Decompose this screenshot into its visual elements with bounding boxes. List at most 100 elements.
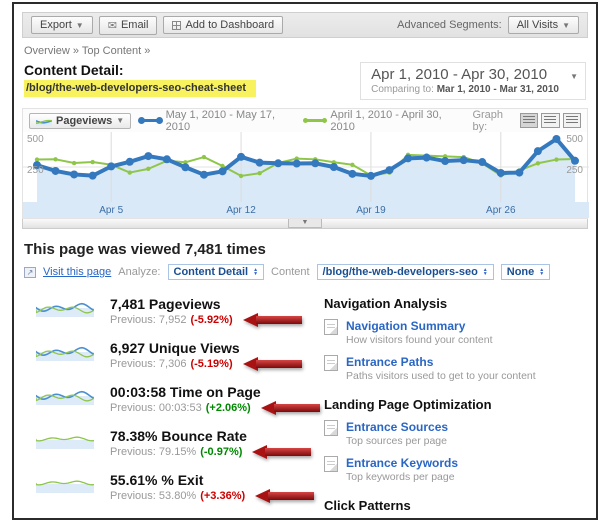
page-title: Content Detail:	[24, 62, 124, 78]
content-select[interactable]: /blog/the-web-developers-seo ▲ ▼	[316, 264, 494, 280]
entrance-paths-link[interactable]: Entrance Paths	[346, 355, 434, 369]
metric-delta: (-5.19%)	[190, 358, 233, 370]
metric-value: $0.00 $ Index	[110, 516, 229, 518]
list-item: Entrance Sources Top sources per page	[324, 420, 588, 447]
navigation-summary-icon	[324, 319, 338, 335]
links-column: Navigation Analysis Navigation Summary H…	[318, 296, 588, 518]
y-axis-label-left-top: 500	[27, 134, 44, 145]
analyze-label: Analyze:	[118, 266, 161, 278]
sparkline	[35, 475, 95, 493]
trend-chart[interactable]: Apr 5 Apr 12 Apr 19 Apr 26 500 250 500 250	[22, 132, 589, 219]
metric-previous: Previous: 00:03:53	[110, 402, 202, 414]
svg-text:Apr 5: Apr 5	[99, 205, 123, 216]
dropdown-arrows-icon: ▲ ▼	[539, 267, 545, 277]
graph-by-month-button[interactable]	[562, 113, 581, 128]
legend-current-period: May 1, 2010 - May 17, 2010	[138, 109, 292, 133]
analytics-window: Export ▼ ✉ Email Add to Dashboard Advanc…	[12, 2, 598, 520]
entrance-keywords-link[interactable]: Entrance Keywords	[346, 456, 459, 470]
metric-value: 78.38% Bounce Rate	[110, 428, 247, 444]
svg-text:Apr 12: Apr 12	[226, 205, 256, 216]
comparing-label: Comparing to:	[371, 84, 434, 95]
metric-previous: Previous: 53.80%	[110, 490, 197, 502]
svg-text:Apr 19: Apr 19	[356, 205, 386, 216]
y-axis-label-right-mid: 250	[566, 165, 583, 176]
metric-selector[interactable]: Pageviews ▼	[29, 112, 132, 129]
annotation-arrow-icon	[242, 357, 305, 371]
add-to-dashboard-button[interactable]: Add to Dashboard	[163, 16, 284, 34]
link-description: Top sources per page	[346, 435, 447, 447]
metric-row-dollar-index: $0.00 $ Index Previous: $0.00 (0.00%)	[36, 516, 318, 520]
trend-chart-svg: Apr 5 Apr 12 Apr 19 Apr 26	[23, 132, 589, 218]
filter-select[interactable]: None ▲ ▼	[500, 264, 551, 280]
annotation-arrow-icon	[252, 445, 314, 459]
list-item: Navigation Summary How visitors found yo…	[324, 319, 588, 346]
content-label: Content	[271, 266, 310, 278]
annotation-arrow-icon	[242, 313, 305, 327]
export-button[interactable]: Export ▼	[31, 16, 93, 34]
section-click-patterns: Click Patterns Site Overlay Click data o…	[324, 498, 588, 518]
entrance-sources-icon	[324, 420, 338, 436]
dropdown-arrows-icon: ▲ ▼	[253, 267, 259, 277]
segment-select[interactable]: All Visits ▼	[507, 16, 579, 34]
metric-delta: (-0.97%)	[200, 446, 243, 458]
legend-line-blue-icon	[138, 117, 164, 124]
metric-row-bounce-rate: 78.38% Bounce Rate Previous: 79.15% (-0.…	[35, 428, 318, 459]
section-title: Landing Page Optimization	[324, 397, 492, 412]
sparkline	[36, 519, 94, 520]
analyze-select[interactable]: Content Detail ▲ ▼	[167, 264, 265, 280]
chevron-down-icon: ▼	[562, 20, 570, 30]
add-to-dashboard-label: Add to Dashboard	[185, 19, 275, 31]
chart-legend-bar: Pageviews ▼ May 1, 2010 - May 17, 2010 A…	[22, 108, 588, 133]
legend-previous-period: April 1, 2010 - April 30, 2010	[302, 108, 458, 133]
comparing-range: Comparing to: Mar 1, 2010 - Mar 31, 2010	[371, 84, 559, 95]
breadcrumb[interactable]: Overview » Top Content »	[24, 45, 151, 57]
entrance-sources-link[interactable]: Entrance Sources	[346, 420, 449, 434]
visit-this-page-link[interactable]: Visit this page	[43, 266, 112, 278]
chart-collapse-bar: ▼	[22, 219, 588, 229]
graph-day-icon	[522, 116, 535, 125]
entrance-paths-icon	[324, 355, 338, 371]
y-axis-label-right-top: 500	[566, 134, 583, 145]
section-landing-page-optimization: Landing Page Optimization Entrance Sourc…	[324, 397, 588, 483]
sparkline-icon	[35, 116, 53, 126]
chart-collapse-handle[interactable]: ▼	[288, 219, 322, 228]
metric-row-pageviews: 7,481 Pageviews Previous: 7,952 (-5.92%)	[35, 296, 318, 327]
title-block: Content Detail: /blog/the-web-developers…	[24, 62, 257, 97]
metric-previous: Previous: 79.15%	[110, 446, 197, 458]
chevron-down-icon: ▼	[570, 72, 578, 81]
metric-delta: (+3.36%)	[200, 490, 246, 502]
graph-by-week-button[interactable]	[541, 113, 560, 128]
dashboard-grid-icon	[172, 20, 182, 30]
graph-month-icon	[565, 116, 578, 125]
sparkline	[35, 387, 95, 405]
legend-previous-label: April 1, 2010 - April 30, 2010	[330, 108, 442, 133]
date-range-selector[interactable]: Apr 1, 2010 - Apr 30, 2010 Comparing to:…	[360, 62, 586, 100]
summary-headline: This page was viewed 7,481 times	[24, 241, 266, 258]
graph-by-controls: Graph by:	[472, 109, 581, 133]
envelope-icon: ✉	[107, 19, 117, 32]
annotation-arrow-icon	[255, 489, 317, 503]
metric-delta: (-5.92%)	[190, 314, 233, 326]
metric-value: 00:03:58 Time on Page	[110, 384, 261, 400]
navigation-summary-link[interactable]: Navigation Summary	[346, 319, 466, 333]
section-title: Navigation Analysis	[324, 296, 448, 311]
comparing-range-value: Mar 1, 2010 - Mar 31, 2010	[436, 84, 559, 95]
email-button[interactable]: ✉ Email	[98, 15, 158, 35]
metric-value: 7,481 Pageviews	[110, 296, 221, 312]
link-description: Top keywords per page	[346, 471, 455, 483]
metric-row-unique-views: 6,927 Unique Views Previous: 7,306 (-5.1…	[35, 340, 318, 371]
chevron-down-icon: ▼	[116, 116, 125, 125]
legend-line-green-icon	[302, 118, 328, 123]
metric-value: 6,927 Unique Views	[110, 340, 240, 356]
chevron-down-icon: ▼	[75, 20, 84, 30]
section-title: Click Patterns	[324, 498, 411, 513]
graph-by-day-button[interactable]	[519, 113, 539, 128]
sparkline	[35, 431, 95, 449]
advanced-segments-label: Advanced Segments:	[397, 19, 502, 31]
list-item: Entrance Paths Paths visitors used to ge…	[324, 355, 588, 382]
analyze-select-value: Content Detail	[173, 266, 249, 278]
report-header: Content Detail: /blog/the-web-developers…	[24, 62, 586, 100]
external-window-icon: ↗	[24, 266, 36, 278]
analyze-bar: ↗ Visit this page Analyze: Content Detai…	[24, 264, 586, 280]
date-range-value: Apr 1, 2010 - Apr 30, 2010	[371, 66, 548, 83]
